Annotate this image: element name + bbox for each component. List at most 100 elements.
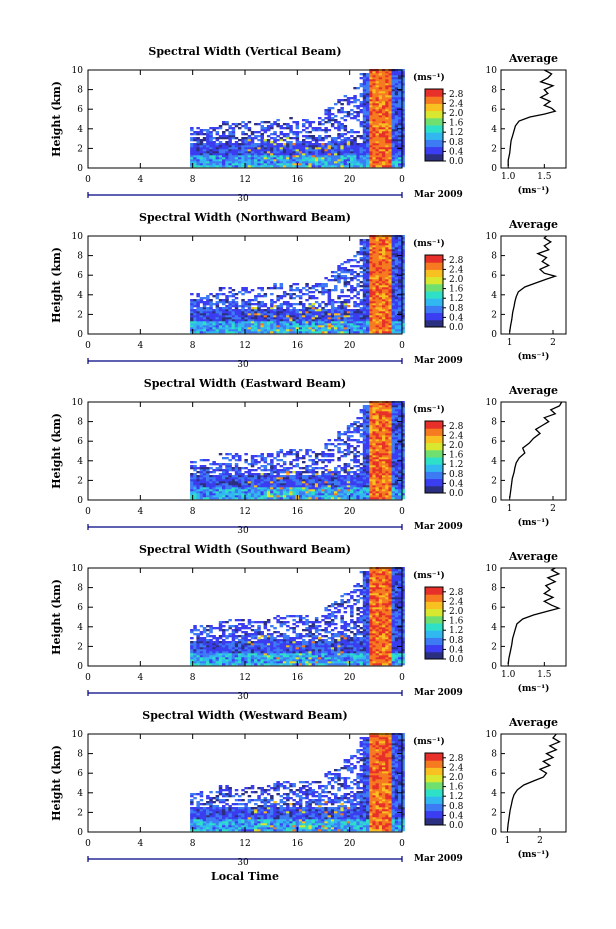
heatmap-cell — [366, 135, 370, 138]
heatmap-cell — [340, 489, 344, 492]
heatmap-cell — [350, 475, 354, 478]
heatmap-cell — [247, 161, 252, 164]
heatmap-cell — [311, 489, 316, 492]
heatmap-cell — [337, 101, 341, 104]
heatmap-cell — [340, 305, 344, 308]
heatmap-cell — [343, 303, 348, 306]
heatmap-cell — [257, 481, 261, 484]
heatmap-cell — [279, 151, 284, 154]
heatmap-cell — [250, 313, 255, 316]
heatmap-cell — [343, 475, 348, 478]
heatmap-cell — [279, 465, 284, 468]
heatmap-cell — [350, 321, 354, 324]
heatmap-cell — [334, 161, 338, 164]
heatmap-cell — [401, 75, 405, 78]
heatmap-cell — [343, 491, 348, 494]
heatmap-cell — [311, 475, 316, 478]
heatmap-cell — [263, 295, 268, 298]
heatmap-cell — [225, 487, 229, 490]
heatmap-cell — [254, 461, 258, 464]
heatmap-cell — [378, 289, 383, 292]
heatmap-cell — [394, 113, 399, 116]
heatmap-cell — [353, 117, 357, 120]
heatmap-cell — [394, 305, 399, 308]
heatmap-cell — [369, 165, 373, 168]
heatmap-cell — [378, 407, 383, 410]
heatmap-cell — [385, 291, 389, 294]
heatmap-cell — [330, 485, 335, 488]
heatmap-cell — [401, 311, 405, 314]
heatmap-cell — [366, 247, 370, 250]
heatmap-cell — [218, 149, 223, 152]
heatmap-cell — [350, 279, 354, 282]
heatmap-cell — [366, 271, 370, 274]
heatmap-cell — [295, 125, 300, 128]
heatmap-cell — [334, 137, 338, 140]
heatmap-cell — [321, 139, 325, 142]
heatmap-cell — [324, 303, 328, 306]
heatmap-cell — [398, 143, 402, 146]
heatmap-cell — [382, 143, 386, 146]
heatmap-cell — [369, 253, 373, 256]
average-profile-line — [507, 69, 557, 166]
heatmap-cell — [263, 457, 268, 460]
heatmap-cell — [398, 115, 402, 118]
heatmap-cell — [234, 301, 239, 304]
heatmap-cell — [372, 161, 376, 164]
heatmap-cell — [388, 413, 392, 416]
heatmap-cell — [209, 483, 213, 486]
heatmap-cell — [206, 489, 210, 492]
heatmap-cell — [356, 279, 360, 282]
heatmap-cell — [346, 473, 351, 476]
heatmap-cell — [366, 269, 370, 272]
heatmap-cell — [302, 317, 306, 320]
heatmap-cell — [324, 321, 328, 324]
heatmap-cell — [225, 305, 229, 308]
heatmap-cell — [346, 157, 351, 160]
heatmap-cell — [318, 315, 322, 318]
heatmap-cell — [199, 493, 204, 496]
heatmap-cell — [334, 145, 338, 148]
heatmap-cell — [359, 463, 364, 466]
heatmap-cell — [196, 163, 200, 166]
heatmap-cell — [266, 323, 271, 326]
heatmap-cell — [378, 433, 383, 436]
heatmap-cell — [276, 487, 280, 490]
heatmap-cell — [257, 143, 261, 146]
heatmap-cell — [260, 163, 264, 166]
heatmap-cell — [238, 127, 242, 130]
heatmap-cell — [366, 81, 370, 84]
heatmap-cell — [228, 467, 232, 470]
heatmap-cell — [353, 277, 357, 280]
heatmap-cell — [279, 469, 284, 472]
heatmap-cell — [382, 245, 386, 248]
heatmap-cell — [359, 105, 364, 108]
heatmap-cell — [238, 139, 242, 142]
heatmap-cell — [362, 475, 367, 478]
heatmap-cell — [276, 287, 280, 290]
heatmap-cell — [295, 295, 300, 298]
heatmap-cell — [330, 475, 335, 478]
heatmap-cell — [247, 129, 252, 132]
heatmap-cell — [362, 427, 367, 430]
heatmap-cell — [378, 459, 383, 462]
heatmap-cell — [254, 487, 258, 490]
heatmap-cell — [324, 495, 328, 498]
heatmap-cell — [270, 303, 274, 306]
heatmap-cell — [398, 101, 402, 104]
heatmap-cell — [327, 155, 332, 158]
heatmap-cell — [222, 165, 226, 168]
heatmap-cell — [282, 497, 287, 500]
heatmap-cell — [241, 497, 245, 500]
heatmap-cell — [366, 255, 370, 258]
heatmap-cell — [375, 495, 380, 498]
heatmap-cell — [388, 447, 392, 450]
heatmap-cell — [401, 271, 405, 274]
heatmap-cell — [343, 485, 348, 488]
heatmap-cell — [305, 315, 309, 318]
heatmap-cell — [385, 255, 389, 258]
heatmap-cell — [286, 329, 290, 332]
heatmap-cell — [334, 495, 338, 498]
heatmap-cell — [382, 433, 386, 436]
heatmap-cell — [372, 293, 376, 296]
